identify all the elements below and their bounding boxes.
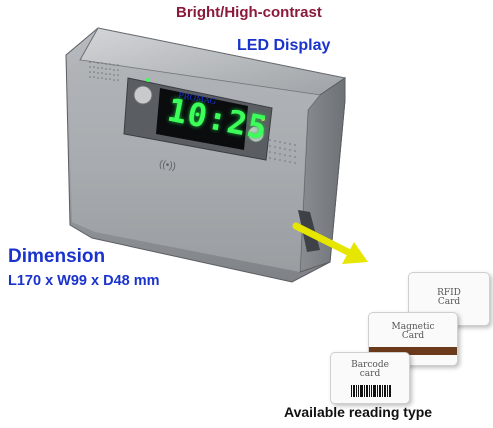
- speaker-grille-left: [89, 61, 119, 81]
- barcode-card-label: Barcode: [351, 360, 389, 370]
- magnetic-card-sublabel: Card: [401, 331, 425, 341]
- magnetic-card-label: Magnetic: [391, 322, 435, 332]
- rfid-card-label: RFID: [437, 288, 461, 298]
- right-button[interactable]: [247, 125, 265, 143]
- status-led-green: [146, 78, 150, 82]
- led-display-panel: [156, 88, 248, 150]
- speaker-grille-right: [269, 139, 296, 164]
- reading-type-label: Available reading type: [284, 404, 433, 420]
- subheadline: LED Display: [237, 37, 331, 54]
- barcode-card-sublabel: card: [359, 369, 381, 379]
- headline: Bright/High-contrast: [176, 4, 322, 21]
- rfid-card-sublabel: Card: [437, 297, 461, 307]
- dimension-size: L170 x W99 x D48 mm: [8, 273, 160, 289]
- dimension-title: Dimension: [8, 246, 106, 267]
- left-button[interactable]: [133, 85, 153, 105]
- status-led-yellow: [261, 117, 265, 121]
- barcode-card: Barcode card: [330, 352, 410, 404]
- arrow-icon: [292, 222, 368, 264]
- barcode-icon: [351, 385, 391, 397]
- magstripe: [369, 347, 457, 355]
